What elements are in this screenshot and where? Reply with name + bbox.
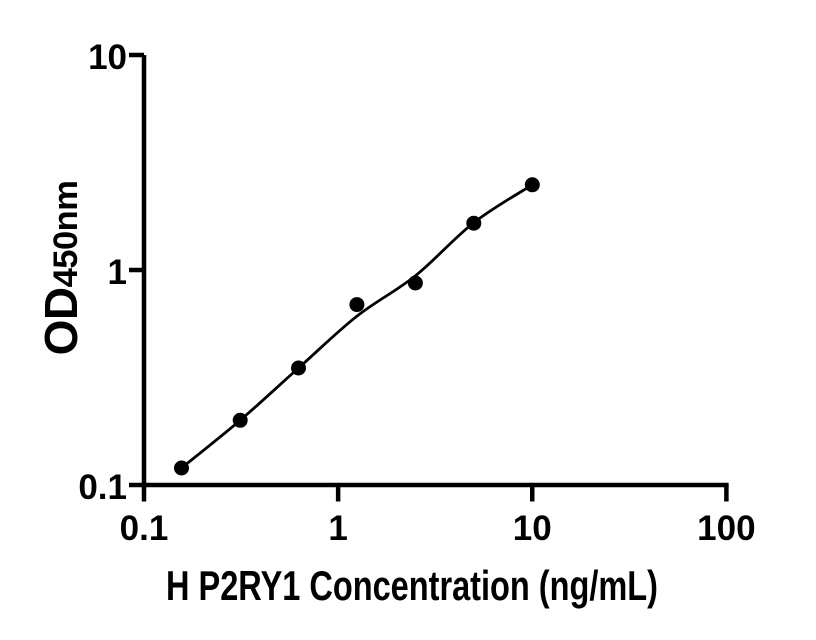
data-point	[466, 215, 482, 231]
y-axis-title: OD450nm	[35, 181, 87, 356]
tick-labels: 0.1 1 10 0.1 1 10 100	[78, 38, 755, 548]
data-point	[232, 412, 248, 428]
data-point	[407, 275, 423, 291]
x-tick-label: 0.1	[120, 509, 169, 548]
y-tick-label: 0.1	[78, 468, 127, 507]
data-point	[174, 460, 189, 476]
y-axis-title-primary: OD	[35, 287, 87, 355]
x-axis-title: H P2RY1 Concentration (ng/mL)	[166, 562, 658, 609]
data-point	[349, 297, 365, 313]
data-point	[524, 177, 540, 193]
axes	[129, 52, 729, 502]
data-point	[291, 360, 306, 376]
y-tick-label: 1	[108, 253, 127, 292]
data-points	[174, 177, 540, 476]
x-tick-label: 1	[328, 509, 347, 548]
axis-spines	[141, 55, 729, 488]
x-tick-label: 10	[513, 509, 552, 548]
x-tick-label: 100	[697, 509, 755, 548]
y-axis-title-secondary: 450nm	[47, 181, 85, 288]
y-tick-label: 10	[88, 38, 127, 77]
